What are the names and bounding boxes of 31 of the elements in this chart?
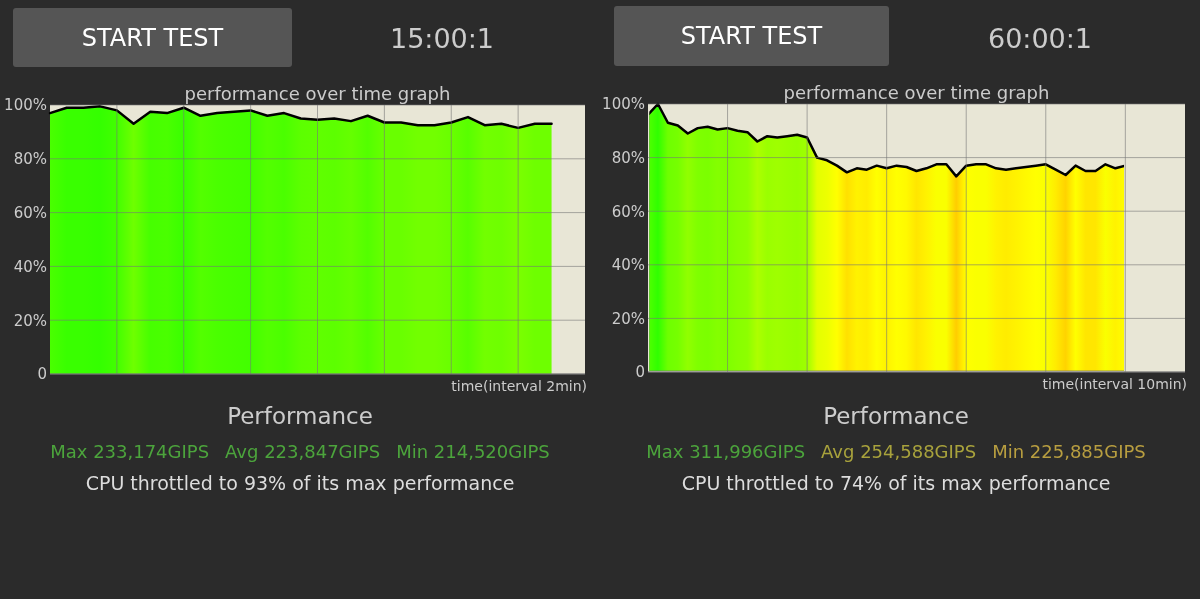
text: Performance	[227, 403, 373, 429]
y-tick-label: 60%	[13, 203, 47, 222]
text: CPU throttled to 74% of its max performance	[681, 472, 1111, 494]
y-tick-label: 20%	[611, 309, 645, 328]
x-axis-title: time(interval 2min)	[451, 378, 587, 394]
text: 60:00:1	[987, 23, 1093, 54]
y-tick-label: 0	[37, 365, 47, 384]
y-tick-label: 40%	[611, 256, 645, 275]
text: Min 214,520GIPS	[396, 441, 550, 462]
start-button: START TEST	[614, 6, 889, 66]
y-tick-label: 20%	[13, 311, 47, 330]
text: Min 225,885GIPS	[992, 441, 1146, 462]
text: Max 311,996GIPS	[646, 441, 806, 462]
chart-title: performance over time graph	[783, 82, 1050, 103]
y-tick-label: 80%	[13, 150, 47, 169]
line-series	[48, 105, 553, 130]
y-tick-label: 40%	[13, 257, 47, 276]
text: Avg 223,847GIPS	[225, 441, 381, 462]
text: Performance	[823, 403, 969, 429]
text: 15:00:1	[389, 23, 495, 54]
y-tick-label: 100%	[4, 96, 47, 115]
start-button: START TEST	[13, 8, 292, 67]
y-tick-label: 100%	[602, 95, 645, 114]
chart-title: performance over time graph	[184, 83, 451, 104]
x-axis-title: time(interval 10min)	[1042, 376, 1187, 392]
text: Max 233,174GIPS	[50, 441, 210, 462]
y-tick-label: 80%	[611, 148, 645, 167]
text: CPU throttled to 93% of its max performance	[85, 472, 515, 494]
y-tick-label: 60%	[611, 202, 645, 221]
y-tick-label: 0	[635, 363, 645, 382]
text: Avg 254,588GIPS	[821, 441, 977, 462]
